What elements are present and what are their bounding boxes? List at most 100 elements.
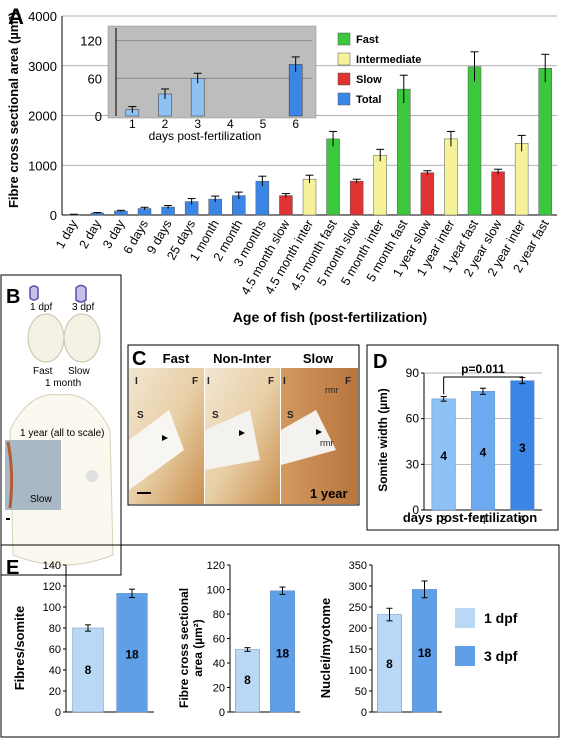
c-tile-letter: S bbox=[287, 410, 294, 421]
a-inset-x-tick-label: 3 bbox=[194, 117, 201, 131]
b-slow-label: Slow bbox=[68, 366, 90, 377]
e3-y-tick-label: 50 bbox=[355, 686, 367, 698]
e1-n-label: 8 bbox=[85, 663, 92, 677]
c-tile-letter: I bbox=[283, 376, 286, 387]
e3-n-label: 8 bbox=[386, 657, 393, 671]
a-bar bbox=[444, 138, 458, 216]
e2-y-tick-label: 80 bbox=[213, 609, 225, 621]
c-tile-letter: F bbox=[192, 376, 198, 387]
d-n-label: 4 bbox=[440, 449, 447, 463]
b-slow-inset-label: Slow bbox=[30, 494, 52, 505]
e3-y-tick-label: 100 bbox=[349, 665, 367, 677]
a-y-tick-label: 2000 bbox=[28, 109, 57, 124]
e2-y-tick-label: 20 bbox=[213, 683, 225, 695]
e2-y-tick-label: 60 bbox=[213, 634, 225, 646]
e-legend-swatch bbox=[455, 646, 475, 666]
a-inset-chart: 0 60 120 1 2 3 4 5 6 bbox=[80, 28, 312, 131]
b-1month-label: 1 month bbox=[45, 378, 81, 389]
e3-bar bbox=[412, 589, 437, 713]
d-y-axis-label: Somite width (µm) bbox=[376, 388, 390, 492]
a-inset-x-tick-label: 4 bbox=[227, 117, 234, 131]
panel-a: A Fibre cross sectional area (µm²) 0 1000… bbox=[6, 4, 557, 325]
panel-d: D Somite width (µm) 0 30 60 90 4 4 3 3 4 6 p=0.011… bbox=[366, 344, 559, 531]
a-bar bbox=[326, 138, 340, 216]
b-3dpf-section bbox=[75, 284, 87, 303]
a-bars bbox=[67, 51, 552, 216]
c-tile-letter: F bbox=[268, 376, 274, 387]
e3-y-axis-label: Nuclei/myotome bbox=[318, 598, 333, 698]
a-inset-x-axis-label: days post-fertilization bbox=[149, 129, 262, 143]
a-legend-swatch bbox=[337, 72, 351, 86]
a-bar bbox=[349, 180, 364, 216]
c-tile-letter: F bbox=[345, 376, 351, 387]
a-x-axis-label: Age of fish (post-fertilization) bbox=[233, 309, 427, 325]
panel-b-label: B bbox=[6, 286, 20, 308]
a-legend: Fast Intermediate Slow Total bbox=[337, 32, 421, 106]
panel-a-label: A bbox=[8, 4, 24, 29]
a-legend-swatch bbox=[337, 92, 351, 106]
e1-y-axis-label: Fibres/somite bbox=[12, 606, 27, 691]
b-fast-1month-section bbox=[27, 313, 65, 363]
c-arrowhead-non-inter bbox=[239, 430, 245, 436]
b-1year-label: 1 year (all to scale) bbox=[20, 428, 104, 439]
a-y-tick-label: 4000 bbox=[28, 9, 57, 24]
panel-d-label: D bbox=[373, 351, 387, 373]
a-legend-label: Slow bbox=[356, 74, 382, 86]
a-inset-y-tick-label: 0 bbox=[95, 109, 102, 124]
panel-e-label: E bbox=[6, 557, 19, 579]
e2-y-tick-label: 40 bbox=[213, 658, 225, 670]
e3-y-tick-label: 200 bbox=[349, 623, 367, 635]
c-arrowhead-slow bbox=[316, 429, 322, 435]
b-1dpf-label: 1 dpf bbox=[30, 302, 52, 313]
a-y-ticks: 0 1000 2000 3000 4000 bbox=[28, 9, 57, 223]
panel-c: C Fast Non-Inter Slow I I IF F FS S S rmr rmr … bbox=[127, 344, 360, 506]
c-fast-septum bbox=[129, 410, 184, 490]
e2-y-axis-label-line2: area (µm²) bbox=[191, 619, 205, 677]
d-x-axis-label: days post-fertilization bbox=[403, 510, 537, 525]
e1-y-tick-label: 60 bbox=[49, 644, 61, 656]
e3-y-tick-label: 350 bbox=[349, 560, 367, 572]
b-1year-section-outline bbox=[9, 393, 114, 566]
b-slow-inset-image bbox=[5, 440, 61, 510]
e-legend-label: 3 dpf bbox=[484, 648, 518, 664]
b-1dpf-section bbox=[29, 285, 39, 301]
e2-y-tick-label: 120 bbox=[207, 560, 225, 572]
e1-y-tick-label: 40 bbox=[49, 665, 61, 677]
e2-chart: 0 20 40 60 80 100 120 8 18 bbox=[207, 560, 300, 719]
d-significance-bracket bbox=[443, 376, 523, 395]
c-tile-letter: S bbox=[212, 410, 219, 421]
d-chart: 0 30 60 90 4 4 3 3 4 6 p=0.011 bbox=[406, 362, 542, 527]
e2-y-tick-label: 0 bbox=[219, 707, 225, 719]
e1-bar bbox=[72, 627, 104, 713]
a-bar bbox=[373, 155, 387, 216]
e2-y-axis-label-line1: Fibre cross sectional bbox=[177, 588, 191, 708]
a-inset-x-tick-label: 1 bbox=[129, 117, 136, 131]
a-y-axis-label: Fibre cross sectional area (µm²) bbox=[6, 12, 21, 208]
a-bar bbox=[420, 172, 435, 216]
c-rmr-label-2: rmr bbox=[320, 438, 334, 448]
e1-y-tick-label: 0 bbox=[55, 707, 61, 719]
a-inset-x-tick-label: 6 bbox=[292, 117, 299, 131]
c-year-label: 1 year bbox=[310, 486, 348, 501]
d-x-tick-label: 4 bbox=[480, 513, 487, 527]
d-n-label: 3 bbox=[519, 441, 526, 455]
d-x-tick-label: 6 bbox=[519, 513, 526, 527]
b-3dpf-label: 3 dpf bbox=[72, 302, 94, 313]
b-scale-bar bbox=[6, 518, 10, 520]
c-slow-septum bbox=[281, 410, 336, 465]
a-bar bbox=[279, 195, 293, 216]
a-bar bbox=[255, 180, 270, 216]
e2-n-label: 8 bbox=[244, 673, 251, 687]
a-inset-bar bbox=[190, 78, 205, 117]
a-bar bbox=[538, 67, 552, 216]
e3-y-tick-label: 150 bbox=[349, 644, 367, 656]
a-inset-background bbox=[107, 25, 317, 119]
d-p-value: p=0.011 bbox=[461, 362, 505, 376]
a-inset-y-tick-label: 60 bbox=[88, 71, 102, 86]
b-fast-label: Fast bbox=[33, 366, 53, 377]
d-y-tick-label: 0 bbox=[412, 503, 419, 517]
e-legend: 1 dpf 3 dpf bbox=[455, 608, 518, 666]
